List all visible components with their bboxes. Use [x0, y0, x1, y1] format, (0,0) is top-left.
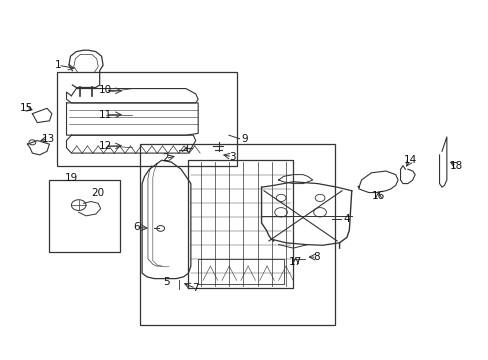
Bar [57, 72, 237, 166]
Text: 7: 7 [192, 283, 199, 293]
Text: 9: 9 [241, 134, 247, 144]
Text: 1: 1 [55, 60, 61, 70]
Text: 11: 11 [99, 110, 112, 120]
Bar [140, 144, 334, 325]
Text: 17: 17 [288, 257, 302, 267]
Text: 20: 20 [91, 188, 104, 198]
Text: 13: 13 [42, 134, 55, 144]
Text: 12: 12 [99, 141, 112, 151]
Text: 3: 3 [228, 152, 235, 162]
Text: 16: 16 [371, 191, 385, 201]
Text: 8: 8 [313, 252, 319, 262]
Text: 5: 5 [163, 277, 169, 287]
Text: 2: 2 [162, 153, 168, 163]
Text: 18: 18 [449, 161, 462, 171]
Text: 6: 6 [133, 222, 139, 232]
Text: 4: 4 [343, 215, 349, 224]
Text: 14: 14 [403, 155, 416, 165]
Text: 10: 10 [99, 85, 112, 95]
Text: 19: 19 [64, 173, 78, 183]
Bar [49, 180, 120, 252]
Text: 15: 15 [20, 103, 33, 113]
